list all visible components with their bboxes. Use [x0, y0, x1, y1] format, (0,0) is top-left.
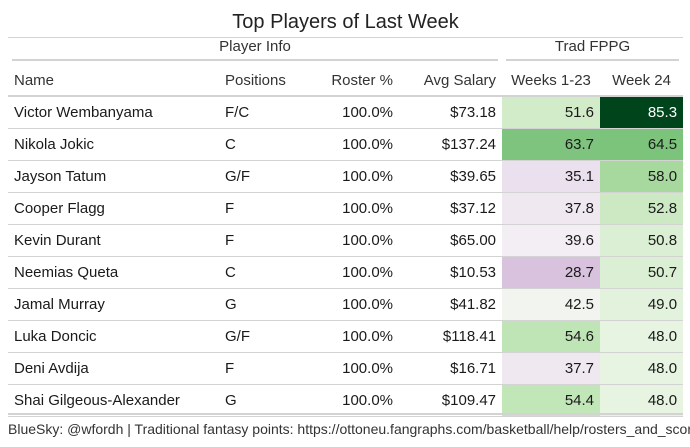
roster-cell: 100.0%: [297, 352, 399, 385]
salary-cell: $16.71: [399, 352, 503, 385]
col-header-name: Name: [8, 65, 219, 97]
weeks-1-23-cell: 54.6: [502, 320, 601, 353]
week-24-cell: 48.0: [600, 320, 684, 353]
roster-cell: 100.0%: [297, 192, 399, 225]
spanner-row: Player Info Trad FPPG: [8, 38, 683, 65]
table-row: Shai Gilgeous-Alexander G 100.0% $109.47 54.…: [8, 384, 684, 417]
weeks-1-23-cell: 51.6: [502, 96, 601, 129]
roster-cell: 100.0%: [297, 320, 399, 353]
table-title: Top Players of Last Week: [8, 6, 683, 38]
player-name-cell: Shai Gilgeous-Alexander: [8, 384, 219, 417]
spanner-trad-fppg: Trad FPPG: [502, 38, 683, 65]
roster-cell: 100.0%: [297, 224, 399, 257]
players-table: Player Info Trad FPPG Name Positions Ros…: [8, 38, 684, 417]
week-24-cell: 49.0: [600, 288, 684, 321]
salary-cell: $10.53: [399, 256, 503, 289]
col-header-week-24: Week 24: [600, 65, 684, 97]
spanner-player-info: Player Info: [8, 38, 502, 65]
week-24-cell: 85.3: [600, 96, 684, 129]
roster-cell: 100.0%: [297, 288, 399, 321]
week-24-cell: 48.0: [600, 352, 684, 385]
positions-cell: F: [219, 192, 297, 225]
col-header-weeks-1-23: Weeks 1-23: [502, 65, 601, 97]
table-row: Cooper Flagg F 100.0% $37.12 37.8 52.8: [8, 192, 684, 225]
player-name-cell: Cooper Flagg: [8, 192, 219, 225]
roster-cell: 100.0%: [297, 256, 399, 289]
weeks-1-23-cell: 63.7: [502, 128, 601, 161]
weeks-1-23-cell: 42.5: [502, 288, 601, 321]
player-name-cell: Kevin Durant: [8, 224, 219, 257]
salary-cell: $109.47: [399, 384, 503, 417]
table-row: Victor Wembanyama F/C 100.0% $73.18 51.6 85.3: [8, 96, 684, 129]
weeks-1-23-cell: 35.1: [502, 160, 601, 193]
table-row: Jayson Tatum G/F 100.0% $39.65 35.1 58.0: [8, 160, 684, 193]
positions-cell: G/F: [219, 160, 297, 193]
salary-cell: $37.12: [399, 192, 503, 225]
player-name-cell: Luka Doncic: [8, 320, 219, 353]
roster-cell: 100.0%: [297, 160, 399, 193]
positions-cell: F: [219, 224, 297, 257]
salary-cell: $41.82: [399, 288, 503, 321]
source-footer: BlueSky: @wfordh | Traditional fantasy p…: [8, 413, 690, 437]
roster-cell: 100.0%: [297, 384, 399, 417]
table-row: Jamal Murray G 100.0% $41.82 42.5 49.0: [8, 288, 684, 321]
player-name-cell: Nikola Jokic: [8, 128, 219, 161]
salary-cell: $118.41: [399, 320, 503, 353]
salary-cell: $73.18: [399, 96, 503, 129]
table-body: Victor Wembanyama F/C 100.0% $73.18 51.6 85.3…: [8, 96, 684, 417]
player-name-cell: Jayson Tatum: [8, 160, 219, 193]
salary-cell: $65.00: [399, 224, 503, 257]
roster-cell: 100.0%: [297, 96, 399, 129]
table-row: Nikola Jokic C 100.0% $137.24 63.7 64.5: [8, 128, 684, 161]
table-row: Kevin Durant F 100.0% $65.00 39.6 50.8: [8, 224, 684, 257]
week-24-cell: 50.7: [600, 256, 684, 289]
week-24-cell: 52.8: [600, 192, 684, 225]
table-row: Luka Doncic G/F 100.0% $118.41 54.6 48.0: [8, 320, 684, 353]
column-header-row: Name Positions Roster % Avg Salary Weeks…: [8, 65, 684, 97]
positions-cell: C: [219, 256, 297, 289]
player-name-cell: Jamal Murray: [8, 288, 219, 321]
positions-cell: F/C: [219, 96, 297, 129]
player-name-cell: Victor Wembanyama: [8, 96, 219, 129]
table-container: Top Players of Last Week Player Info Tra…: [8, 6, 684, 417]
weeks-1-23-cell: 39.6: [502, 224, 601, 257]
col-header-roster: Roster %: [297, 65, 399, 97]
table-row: Neemias Queta C 100.0% $10.53 28.7 50.7: [8, 256, 684, 289]
weeks-1-23-cell: 28.7: [502, 256, 601, 289]
roster-cell: 100.0%: [297, 128, 399, 161]
player-name-cell: Neemias Queta: [8, 256, 219, 289]
weeks-1-23-cell: 37.8: [502, 192, 601, 225]
weeks-1-23-cell: 37.7: [502, 352, 601, 385]
week-24-cell: 64.5: [600, 128, 684, 161]
positions-cell: C: [219, 128, 297, 161]
positions-cell: G: [219, 384, 297, 417]
positions-cell: F: [219, 352, 297, 385]
week-24-cell: 48.0: [600, 384, 684, 417]
salary-cell: $39.65: [399, 160, 503, 193]
col-header-positions: Positions: [219, 65, 297, 97]
salary-cell: $137.24: [399, 128, 503, 161]
week-24-cell: 50.8: [600, 224, 684, 257]
positions-cell: G: [219, 288, 297, 321]
week-24-cell: 58.0: [600, 160, 684, 193]
table-row: Deni Avdija F 100.0% $16.71 37.7 48.0: [8, 352, 684, 385]
col-header-salary: Avg Salary: [399, 65, 503, 97]
positions-cell: G/F: [219, 320, 297, 353]
weeks-1-23-cell: 54.4: [502, 384, 601, 417]
player-name-cell: Deni Avdija: [8, 352, 219, 385]
